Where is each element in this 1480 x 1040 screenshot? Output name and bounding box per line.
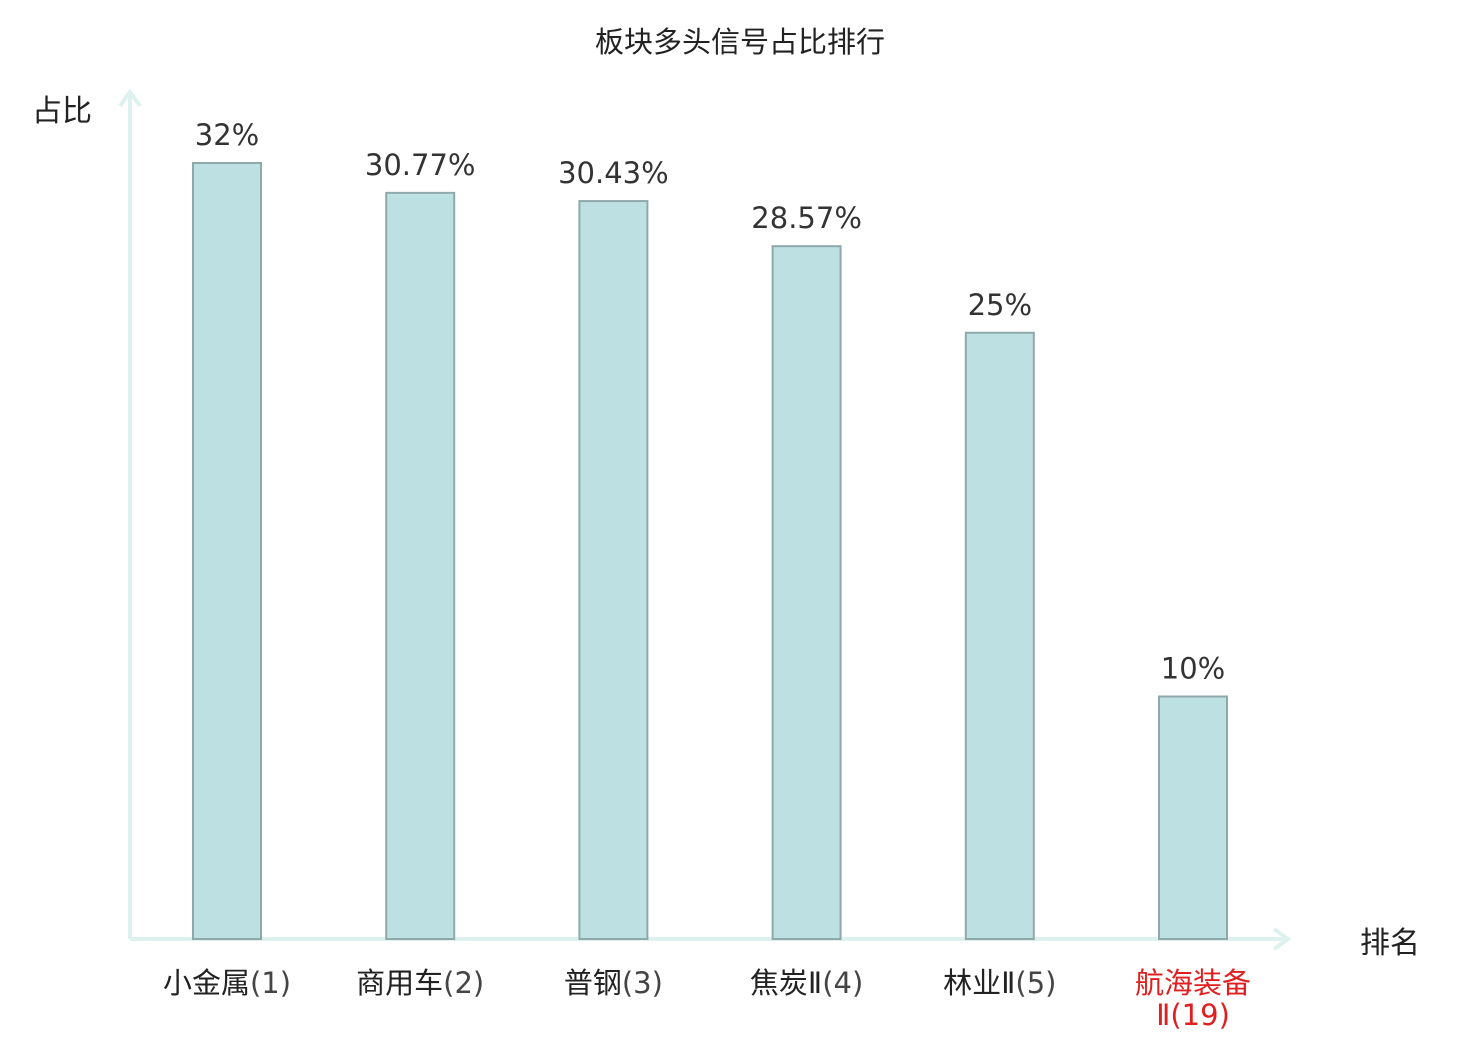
y-axis-arrow xyxy=(118,88,142,108)
category-rank: Ⅱ(19) xyxy=(1156,998,1230,1032)
y-axis-label: 占比 xyxy=(32,94,92,129)
category-name: 小金属 xyxy=(163,966,250,1000)
category-rank: (5) xyxy=(1015,966,1056,1000)
axes xyxy=(118,88,1292,951)
category-rank: (4) xyxy=(822,966,863,1000)
x-axis-label: 排名 xyxy=(1360,926,1420,961)
bar xyxy=(385,191,456,940)
category-label: 林业Ⅱ(5) xyxy=(943,966,1056,1000)
category-label: 普钢(3) xyxy=(564,966,663,1000)
x-axis-arrow xyxy=(1272,927,1292,951)
value-label: 30.43% xyxy=(558,156,669,190)
category-label: 小金属(1) xyxy=(163,966,291,1000)
bar xyxy=(1158,695,1228,940)
value-label: 25% xyxy=(968,288,1032,322)
value-label: 32% xyxy=(195,118,259,152)
category-rank: (3) xyxy=(622,966,663,1000)
bar xyxy=(771,245,842,941)
value-label: 30.77% xyxy=(365,148,476,182)
value-labels-group: 32% 30.77% 30.43% 28.57% 25% 10% xyxy=(195,118,1225,686)
bar xyxy=(964,331,1035,940)
category-name: 普钢 xyxy=(564,966,622,1000)
category-name: 焦炭Ⅱ xyxy=(750,966,822,1000)
category-rank: (2) xyxy=(443,966,484,1000)
bar xyxy=(578,200,649,940)
chart-title: 板块多头信号占比排行 xyxy=(595,25,885,59)
category-label: 焦炭Ⅱ(4) xyxy=(750,966,863,1000)
category-rank: (1) xyxy=(250,966,291,1000)
category-label: 航海装备 xyxy=(1135,966,1251,1000)
bar xyxy=(192,162,262,940)
category-name: 商用车 xyxy=(356,966,443,1000)
value-label: 28.57% xyxy=(751,201,862,235)
category-label: 商用车(2) xyxy=(356,966,484,1000)
bars-group xyxy=(192,162,1228,941)
category-name: 林业Ⅱ xyxy=(943,966,1015,1000)
value-label: 10% xyxy=(1161,652,1225,686)
